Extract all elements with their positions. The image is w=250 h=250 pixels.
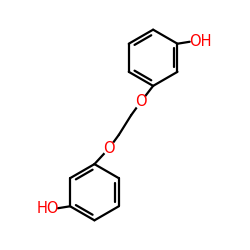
Text: O: O bbox=[135, 94, 147, 109]
Text: OH: OH bbox=[189, 34, 211, 49]
Text: O: O bbox=[103, 141, 115, 156]
Text: HO: HO bbox=[36, 201, 59, 216]
